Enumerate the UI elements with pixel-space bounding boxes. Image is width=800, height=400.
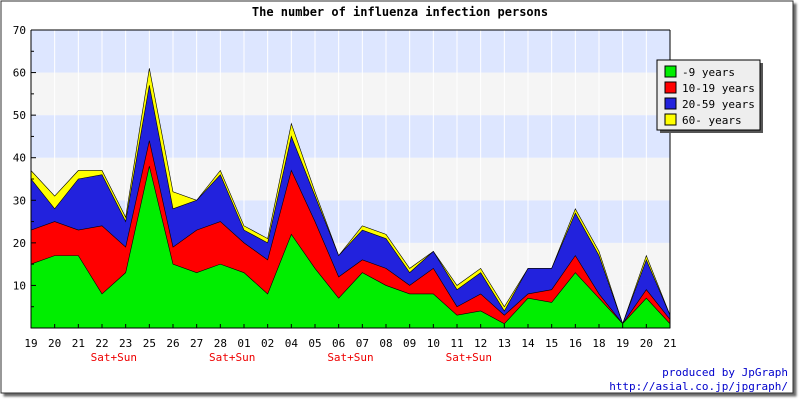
- x-tick-label-3: 22: [95, 337, 108, 350]
- x-tick-label-27: 21: [663, 337, 676, 350]
- band-4: [31, 115, 670, 158]
- x-tick-label-22: 15: [545, 337, 558, 350]
- x-tick-label-7: 27: [190, 337, 203, 350]
- x-tick-label-6: 26: [166, 337, 179, 350]
- area-series: [30, 68, 671, 329]
- credit-producer: produced by JpGraph: [662, 366, 788, 379]
- legend-label-9-years: -9 years: [682, 66, 735, 79]
- legend-swatch-20-59-years: [664, 97, 677, 110]
- band-5: [31, 72, 670, 116]
- y-tick-label-3: 40: [13, 152, 26, 165]
- y-tick-label-1: 20: [13, 237, 26, 250]
- x-tick-label-2: 21: [72, 337, 85, 350]
- y-tick-label-4: 50: [13, 109, 26, 122]
- x-tick-label-14: 07: [356, 337, 369, 350]
- x-tick-label-19: 12: [474, 337, 487, 350]
- axes: [30, 29, 671, 329]
- weekend-label-1: Sat+Sun: [209, 351, 255, 364]
- x-tick-label-11: 04: [285, 337, 299, 350]
- x-tick-label-21: 14: [521, 337, 535, 350]
- x-tick-label-9: 01: [237, 337, 250, 350]
- x-tick-label-23: 16: [569, 337, 582, 350]
- x-tick-label-12: 05: [308, 337, 321, 350]
- x-tick-label-26: 20: [640, 337, 653, 350]
- chart-title: The number of influenza infection person…: [252, 5, 548, 19]
- x-tick-label-17: 10: [427, 337, 440, 350]
- legend-label-60-years: 60- years: [682, 114, 742, 127]
- x-tick-label-25: 19: [616, 337, 629, 350]
- area-9-years: [30, 166, 671, 329]
- band-3: [31, 157, 670, 201]
- y-tick-labels: 10 20 30 40 50 60 70: [13, 24, 26, 292]
- x-tick-label-4: 23: [119, 337, 132, 350]
- y-tick-label-0: 10: [13, 279, 26, 292]
- x-tick-label-18: 11: [450, 337, 463, 350]
- weekend-label-3: Sat+Sun: [446, 351, 492, 364]
- y-tick-label-6: 70: [13, 24, 26, 37]
- credit-url[interactable]: http://asial.co.jp/jpgraph/: [609, 380, 788, 393]
- weekend-label-0: Sat+Sun: [91, 351, 137, 364]
- legend-swatch-10-19-years: [664, 81, 677, 94]
- x-tick-labels: 19 20 21 22 23 25 26 27 28 01 02 04 05 06 07 08 09 10 11 12…: [24, 337, 676, 364]
- x-tick-label-16: 09: [403, 337, 416, 350]
- weekend-label-2: Sat+Sun: [327, 351, 373, 364]
- x-tick-label-1: 20: [48, 337, 61, 350]
- band-6: [31, 30, 670, 73]
- x-tick-label-15: 08: [379, 337, 392, 350]
- legend-label-20-59-years: 20-59 years: [682, 98, 755, 111]
- x-tick-label-8: 28: [214, 337, 227, 350]
- y-tick-label-5: 60: [13, 67, 26, 80]
- legend-label-10-19-years: 10-19 years: [682, 82, 755, 95]
- x-tick-label-5: 25: [143, 337, 156, 350]
- x-tick-label-10: 02: [261, 337, 274, 350]
- legend-swatch-9-years: [664, 65, 677, 78]
- legend-swatch-60-years: [664, 113, 677, 126]
- x-tick-label-0: 19: [24, 337, 37, 350]
- x-tick-label-20: 13: [498, 337, 511, 350]
- legend: -9 years 10-19 years 20-59 years 60- years: [656, 59, 763, 133]
- x-tick-label-13: 06: [332, 337, 345, 350]
- x-tick-label-24: 18: [592, 337, 605, 350]
- y-tick-label-2: 30: [13, 194, 26, 207]
